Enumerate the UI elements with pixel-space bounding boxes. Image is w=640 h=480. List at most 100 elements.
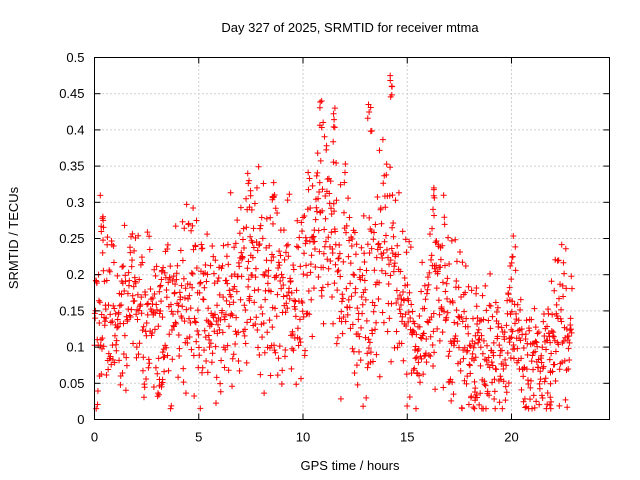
data-point (522, 331, 529, 338)
data-point (278, 380, 285, 387)
data-point (342, 318, 349, 325)
data-point (221, 316, 228, 323)
data-point (361, 250, 368, 257)
data-point (266, 317, 273, 324)
data-point (441, 214, 448, 221)
data-point (98, 223, 105, 230)
data-point (385, 280, 392, 287)
data-point (269, 220, 276, 227)
data-point (176, 289, 183, 296)
data-point (449, 299, 456, 306)
data-point (489, 379, 496, 386)
data-point (454, 338, 461, 345)
data-point (107, 319, 114, 326)
data-point (507, 355, 514, 362)
data-point (175, 332, 182, 339)
data-point (244, 319, 251, 326)
data-point (351, 370, 358, 377)
data-point (330, 110, 337, 117)
data-point (387, 257, 394, 264)
data-point (363, 317, 370, 324)
data-point (97, 192, 104, 199)
data-point (114, 272, 121, 279)
data-point (157, 282, 164, 289)
data-point (134, 291, 141, 298)
data-point (543, 346, 550, 353)
data-point (223, 297, 230, 304)
data-point (425, 319, 432, 326)
data-point (302, 240, 309, 247)
data-point (337, 395, 344, 402)
data-point (568, 329, 575, 336)
data-point (180, 365, 187, 372)
data-point (472, 354, 479, 361)
data-point (369, 358, 376, 365)
data-point (433, 262, 440, 269)
data-point (308, 296, 315, 303)
data-point (461, 344, 468, 351)
data-point (429, 225, 436, 232)
data-point (556, 366, 563, 373)
data-point (558, 318, 565, 325)
data-point (239, 254, 246, 261)
data-point (263, 215, 270, 222)
data-point (146, 233, 153, 240)
data-point (418, 335, 425, 342)
data-point (319, 186, 326, 193)
data-point (422, 296, 429, 303)
data-point (328, 229, 335, 236)
data-point (220, 344, 227, 351)
data-point (323, 142, 330, 149)
data-point (358, 244, 365, 251)
data-point (412, 405, 419, 412)
data-point (320, 264, 327, 271)
data-point (534, 330, 541, 337)
data-point (501, 329, 508, 336)
data-point (488, 359, 495, 366)
data-point (389, 224, 396, 231)
data-point (250, 244, 257, 251)
data-point (458, 294, 465, 301)
data-point (467, 343, 474, 350)
data-point (373, 254, 380, 261)
data-point (474, 394, 481, 401)
data-point (314, 150, 321, 157)
data-point (357, 266, 364, 273)
data-point (314, 208, 321, 215)
data-point (215, 274, 222, 281)
data-point (452, 236, 459, 243)
data-point (526, 396, 533, 403)
data-point (240, 244, 247, 251)
data-point (437, 264, 444, 271)
data-point (203, 358, 210, 365)
data-point (398, 340, 405, 347)
data-point (195, 344, 202, 351)
data-point (366, 339, 373, 346)
data-point (482, 382, 489, 389)
data-point (161, 353, 168, 360)
data-point (409, 327, 416, 334)
data-point (360, 212, 367, 219)
data-point (295, 342, 302, 349)
data-point (264, 329, 271, 336)
data-point (214, 302, 221, 309)
data-point (270, 179, 277, 186)
data-point (282, 249, 289, 256)
data-point (482, 405, 489, 412)
data-point (179, 218, 186, 225)
data-point (499, 347, 506, 354)
data-point (558, 241, 565, 248)
data-point (523, 366, 530, 373)
data-point (399, 228, 406, 235)
data-point (307, 261, 314, 268)
data-point (405, 297, 412, 304)
data-point (152, 272, 159, 279)
data-point (431, 194, 438, 201)
data-point (433, 238, 440, 245)
data-point (528, 358, 535, 365)
data-point (454, 320, 461, 327)
data-point (507, 311, 514, 318)
data-point (354, 305, 361, 312)
data-point (469, 350, 476, 357)
data-point (547, 368, 554, 375)
